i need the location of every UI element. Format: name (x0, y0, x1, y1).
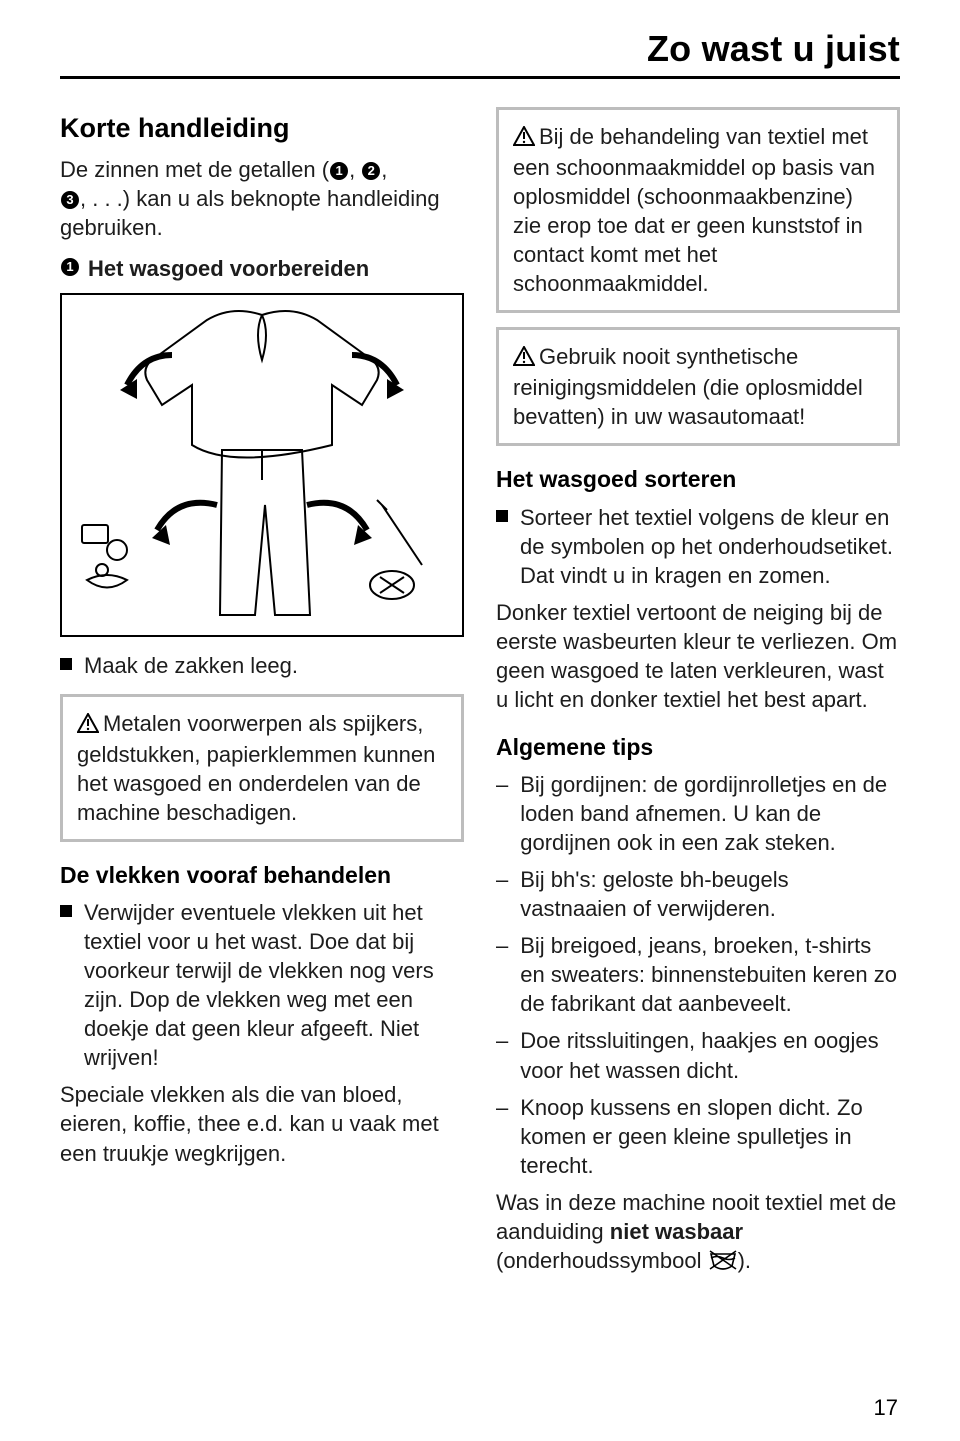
left-column: Korte handleiding De zinnen met de getal… (60, 107, 464, 1290)
tip-knitwear-text: Bij breigoed, jeans, broeken, t-shirts e… (520, 931, 900, 1018)
para-notwash-b: (onderhoudssymbool (496, 1248, 708, 1273)
para-special-stains: Speciale vlekken als die van bloed, eier… (60, 1080, 464, 1167)
clothes-pockets-icon (62, 295, 462, 635)
number-dot-3-icon: 3 (61, 191, 79, 209)
bullet-sort: Sorteer het textiel volgens de kleur en … (496, 503, 900, 590)
two-column-layout: Korte handleiding De zinnen met de getal… (60, 107, 900, 1290)
tip-pillows-text: Knoop kussens en slopen dicht. Zo komen … (520, 1093, 900, 1180)
step-1-label: Het wasgoed voorbereiden (88, 254, 369, 283)
bullet-empty-pockets: Maak de zakken leeg. (60, 651, 464, 680)
number-dot-1-icon: 1 (330, 162, 348, 180)
warning-triangle-icon (513, 124, 535, 153)
para-dark-textile: Donker textiel vertoont de neiging bij d… (496, 598, 900, 714)
warning-solvent-text: Bij de behandeling van textiel met een s… (513, 124, 875, 296)
number-dot-1b-icon: 1 (61, 258, 79, 276)
warning-synthetic: Gebruik nooit synthetische reinigingsmid… (496, 327, 900, 446)
intro-text-c: , (381, 157, 387, 182)
laundry-prep-illustration (60, 293, 464, 637)
bullet-sort-text: Sorteer het textiel volgens de kleur en … (520, 503, 900, 590)
warning-metal-text: Metalen voorwerpen als spijkers, geldstu… (77, 711, 435, 825)
page-number: 17 (874, 1395, 898, 1421)
heading-stains: De vlekken vooraf behandelen (60, 860, 464, 890)
warning-triangle-icon (513, 344, 535, 373)
bullet-remove-stains-text: Verwijder eventuele vlekken uit het text… (84, 898, 464, 1072)
number-dot-2-icon: 2 (362, 162, 380, 180)
heading-sort: Het wasgoed sorteren (496, 464, 900, 494)
para-notwash-bold: niet wasbaar (610, 1219, 743, 1244)
tip-bras-text: Bij bh's: geloste bh-beugels vastnaaien … (520, 865, 900, 923)
tip-zippers-text: Doe ritssluitingen, haakjes en oogjes vo… (520, 1026, 900, 1084)
bullet-empty-pockets-text: Maak de zakken leeg. (84, 651, 298, 680)
intro-text-a: De zinnen met de getallen ( (60, 157, 329, 182)
tip-knitwear: Bij breigoed, jeans, broeken, t-shirts e… (496, 931, 900, 1018)
para-not-washable: Was in deze machine nooit textiel met de… (496, 1188, 900, 1278)
heading-short-guide: Korte handleiding (60, 111, 464, 147)
warning-synthetic-text: Gebruik nooit synthetische reinigingsmid… (513, 344, 863, 429)
tip-curtains-text: Bij gordijnen: de gordijnrolletjes en de… (520, 770, 900, 857)
bullet-remove-stains: Verwijder eventuele vlekken uit het text… (60, 898, 464, 1072)
right-column: Bij de behandeling van textiel met een s… (496, 107, 900, 1290)
intro-text-d: , . . .) kan u als beknopte handleiding … (60, 186, 440, 240)
intro-text-b: , (349, 157, 361, 182)
tip-bras: Bij bh's: geloste bh-beugels vastnaaien … (496, 865, 900, 923)
para-notwash-c: ). (738, 1248, 751, 1273)
tip-pillows: Knoop kussens en slopen dicht. Zo komen … (496, 1093, 900, 1180)
warning-triangle-icon (77, 711, 99, 740)
warning-metal-objects: Metalen voorwerpen als spijkers, geldstu… (60, 694, 464, 842)
heading-general-tips: Algemene tips (496, 732, 900, 762)
step-1-heading: 1 Het wasgoed voorbereiden (60, 254, 464, 283)
tip-curtains: Bij gordijnen: de gordijnrolletjes en de… (496, 770, 900, 857)
page-title: Zo wast u juist (60, 28, 900, 79)
do-not-wash-icon (708, 1249, 738, 1278)
warning-solvent: Bij de behandeling van textiel met een s… (496, 107, 900, 313)
tip-zippers: Doe ritssluitingen, haakjes en oogjes vo… (496, 1026, 900, 1084)
intro-paragraph: De zinnen met de getallen (1, 2, 3, . . … (60, 155, 464, 242)
